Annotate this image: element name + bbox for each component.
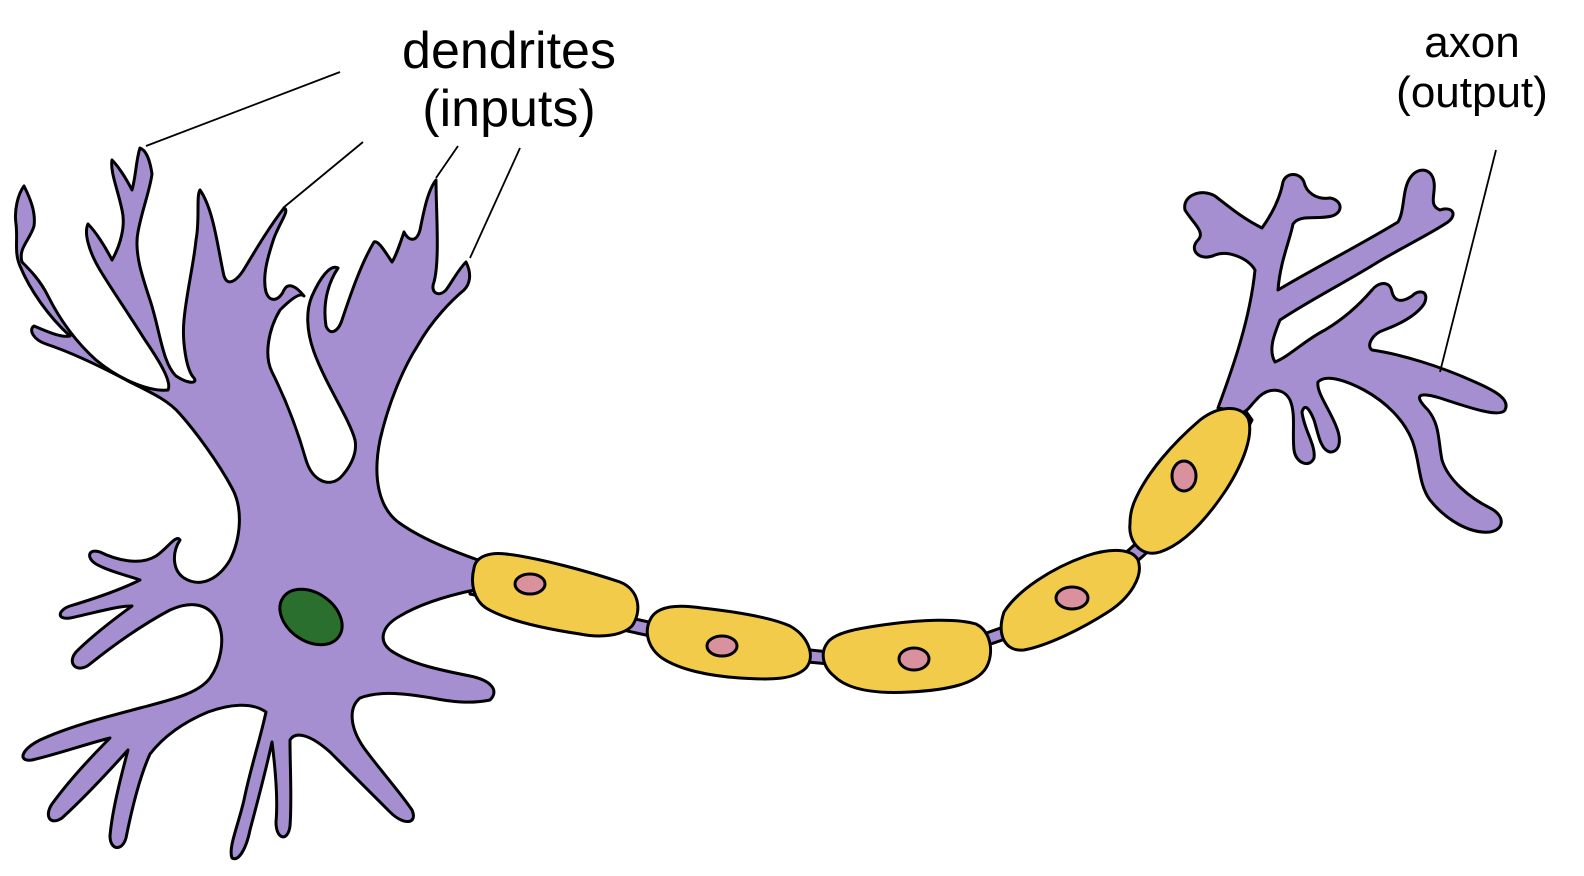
dendrites-sublabel: (inputs) (422, 80, 595, 138)
myelin-sheaths (471, 407, 1252, 694)
axon-sublabel: (output) (1396, 68, 1548, 117)
leader-line (469, 147, 521, 259)
leader-line (145, 71, 341, 147)
sheath-nucleus-4 (1054, 585, 1090, 611)
leader-line (435, 145, 459, 179)
sheath-nucleus-2 (705, 634, 739, 658)
leader-line (282, 141, 364, 209)
cell-nucleus (278, 587, 344, 647)
axon-leader-line (1439, 149, 1497, 373)
sheath-nucleus-1 (513, 572, 547, 596)
dendrite-leader-lines (145, 71, 521, 259)
dendrites-and-soma (14, 146, 496, 861)
dendrites-label: dendrites (402, 22, 616, 80)
axon-label: axon (1424, 18, 1519, 67)
sheath-nucleus-5 (1170, 459, 1198, 493)
sheath-nucleus-3 (897, 646, 931, 672)
myelin-sheath-1 (471, 552, 640, 638)
axon-terminals (1183, 168, 1508, 534)
